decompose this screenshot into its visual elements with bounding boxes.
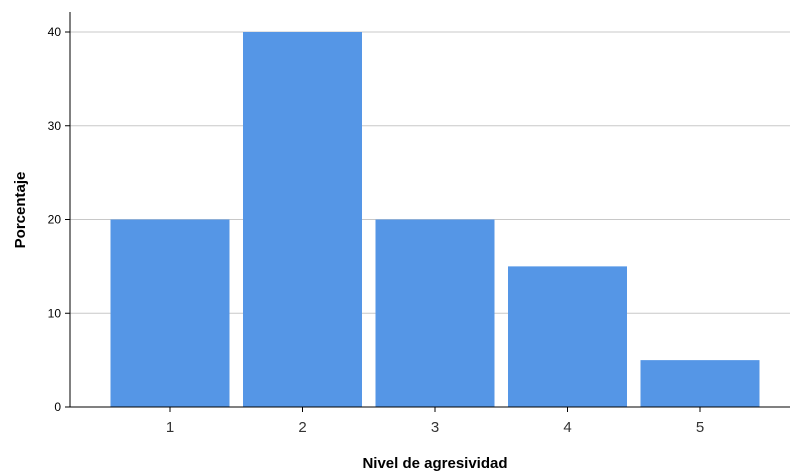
x-tick-label: 5 bbox=[696, 419, 704, 436]
y-tick-label: 20 bbox=[48, 213, 62, 227]
axes bbox=[65, 12, 790, 412]
x-tick-label: 3 bbox=[431, 419, 439, 436]
y-axis-title: Porcentaje bbox=[12, 172, 29, 249]
bar-2 bbox=[243, 32, 362, 407]
y-tick-labels: 0 10 20 30 40 bbox=[48, 25, 62, 414]
x-tick-label: 2 bbox=[298, 419, 306, 436]
x-axis-title: Nivel de agresividad bbox=[362, 455, 507, 472]
bar-1 bbox=[110, 219, 230, 407]
bars bbox=[110, 32, 760, 407]
x-tick-label: 4 bbox=[563, 419, 571, 436]
x-tick-label: 1 bbox=[166, 419, 174, 436]
y-tick-label: 0 bbox=[54, 400, 61, 414]
y-tick-label: 30 bbox=[48, 119, 62, 133]
bar-5 bbox=[640, 360, 760, 407]
y-tick-label: 10 bbox=[48, 306, 62, 320]
bar-3 bbox=[375, 219, 495, 407]
bar-4 bbox=[508, 266, 627, 407]
x-tick-labels: 1 2 3 4 5 bbox=[166, 419, 704, 436]
y-tick-label: 40 bbox=[48, 25, 62, 39]
